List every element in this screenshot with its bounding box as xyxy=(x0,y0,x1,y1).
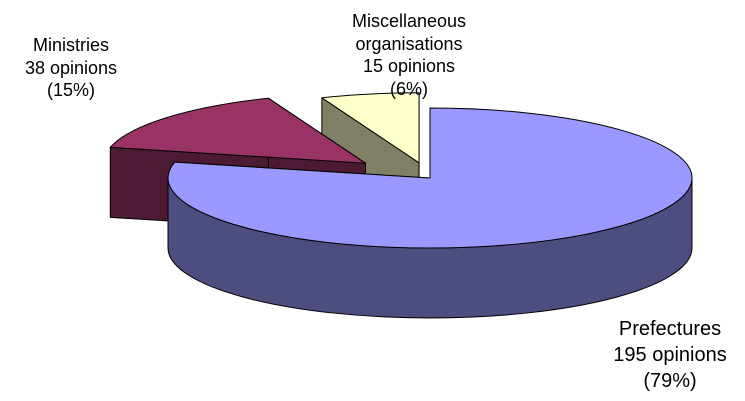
slice-prefectures xyxy=(167,107,693,249)
label-ministries-name: Ministries xyxy=(32,35,109,55)
label-ministries-percent: (15%) xyxy=(46,80,95,100)
slice-miscellaneous xyxy=(321,92,420,164)
label-miscellaneous-line1: Miscellaneous xyxy=(351,11,467,31)
label-ministries: Ministries 38 opinions (15%) xyxy=(6,34,136,102)
label-miscellaneous-percent: (6%) xyxy=(389,78,428,99)
label-prefectures: Prefectures 195 opinions (79%) xyxy=(595,316,745,394)
label-miscellaneous-line2: organisations xyxy=(355,33,463,54)
label-prefectures-count: 195 opinions xyxy=(613,344,727,366)
label-prefectures-name: Prefectures xyxy=(618,318,722,340)
slice-ministries xyxy=(109,97,367,164)
label-prefectures-percent: (79%) xyxy=(643,370,697,392)
label-miscellaneous-count: 15 opinions xyxy=(362,56,456,76)
pie-tops xyxy=(109,92,693,319)
label-miscellaneous: Miscellaneous organisations 15 opinions … xyxy=(329,10,489,100)
label-ministries-count: 38 opinions xyxy=(24,57,118,78)
